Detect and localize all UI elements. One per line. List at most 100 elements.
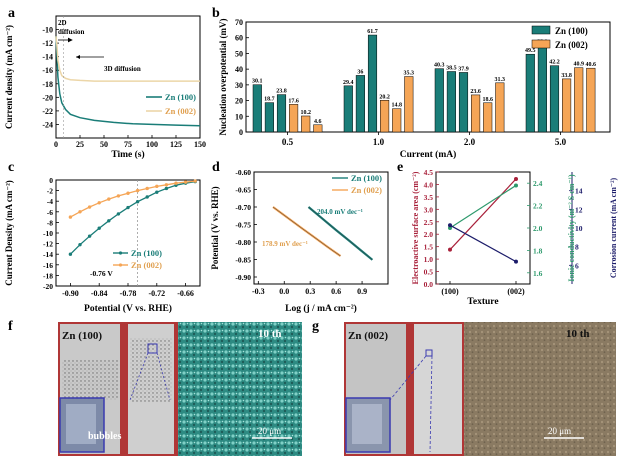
bar-label-b: 20.2 (379, 94, 390, 100)
x-tick-label-e: (002) (507, 287, 525, 296)
legend-swatch-zn002-b (531, 39, 551, 49)
x-tick-label-b: 1.0 (373, 137, 385, 147)
bar-b (289, 104, 299, 133)
data-point-c-zn002 (193, 179, 197, 183)
bar-b (301, 115, 311, 133)
y-tick-label-b: 10 (235, 112, 243, 121)
x-tick-label-c: -0.66 (177, 289, 194, 298)
y-tick-label-b: 20 (235, 97, 243, 106)
y-tick-label-e-right: 6 (575, 261, 579, 270)
x-tick-label-a: 125 (170, 140, 182, 149)
y-axis-label-e-right1: Ionic conductivity (m⁻² S cm⁻¹) (567, 174, 576, 282)
data-point-c-zn002 (164, 183, 169, 187)
bar-b (495, 82, 505, 133)
bar-b (264, 102, 274, 133)
y-tick-label-e-left: 0.0 (424, 280, 434, 289)
data-point-e-2 (448, 223, 452, 228)
legend-label-zn100-b: Zn (100) (555, 26, 588, 36)
y-tick-label-e-right: 10 (575, 224, 583, 233)
y-tick-label-a: -24 (42, 120, 53, 129)
legend-label-zn002-b: Zn (002) (555, 40, 588, 50)
legend-marker-zn002-c (118, 263, 123, 267)
data-point-c-zn100 (97, 226, 101, 230)
tafel-slope-zn100: 204.0 mV dec⁻¹ (317, 208, 363, 216)
data-point-c-zn100 (145, 195, 149, 199)
x-tick-label-b: 0.5 (282, 137, 294, 147)
bar-label-b: 17.6 (288, 98, 299, 104)
bar-label-b: 31.3 (495, 77, 506, 83)
bar-b (313, 124, 323, 133)
y-tick-label-e-right: 2.0 (533, 224, 543, 233)
bar-b (586, 67, 596, 133)
data-point-c-zn100 (107, 219, 111, 223)
bar-label-b: 18.7 (264, 97, 275, 103)
x-axis-label-a: Time (s) (111, 149, 144, 160)
y-axis-label-a: Current density (mA cm⁻²) (4, 25, 14, 129)
data-point-c-zn002 (126, 191, 130, 195)
x-tick-label-a: 50 (100, 140, 108, 149)
zoom-connector-1-g (389, 355, 427, 401)
data-point-c-zn002 (97, 201, 101, 205)
annotation-2d: 2D diffusion (58, 19, 85, 36)
series-lines-a (55, 16, 201, 138)
y-tick-label-c: -2 (47, 187, 53, 196)
x-axis-ticks-b: 0.5 1.0 2.0 5.0 (282, 132, 567, 147)
data-point-c-zn002 (135, 188, 140, 193)
legend-d: Zn (100) Zn (002) (332, 173, 382, 195)
data-point-e-0 (514, 176, 518, 181)
bar-b (434, 68, 444, 133)
y-tick-label-e-left: 2.0 (424, 230, 434, 239)
panel-label-a: a (8, 6, 15, 21)
series-line-e-1 (449, 184, 517, 229)
y-tick-label-c: -18 (43, 271, 53, 280)
x-tick-label-d: -0.3 (252, 287, 265, 296)
y-tick-label-e-right: 1.8 (533, 246, 543, 255)
panel-label-c: c (8, 160, 14, 175)
y-tick-label-d: -0.85 (235, 256, 251, 265)
y-axis-ticks-a: -10 -12 -14 -16 -18 -20 -22 -24 (42, 26, 59, 129)
y-tick-label-e-left: 4.5 (424, 168, 434, 177)
y-tick-label-e-left: 2.5 (424, 218, 434, 227)
bar-label-b: 49.5 (525, 48, 536, 54)
x-axis-label-e: Texture (467, 297, 498, 307)
annotation-c: -0.76 V (90, 269, 113, 278)
series-lines-d (272, 206, 374, 261)
y-tick-label-d: -0.80 (235, 238, 251, 247)
y-tick-label-b: 40 (235, 65, 243, 74)
data-point-c-zn002 (78, 210, 82, 214)
y-tick-label-e-right: 1.6 (533, 269, 543, 278)
y-tick-label-a: -14 (42, 53, 53, 62)
x-tick-label-b: 5.0 (555, 137, 567, 147)
panel-a: a 0 25 50 75 100 125 150 -10 -12 -14 -16 -18 -20 -22… (4, 6, 206, 160)
y-tick-label-b: 60 (235, 34, 243, 43)
x-tick-label-c: -0.78 (120, 289, 137, 298)
scale-label-g: 20 μm (548, 426, 571, 436)
x-tick-label-d: 0.9 (357, 287, 367, 296)
y-tick-label-b: 50 (235, 49, 243, 58)
bar-b (525, 53, 535, 133)
photo-label-f: Zn (100) (62, 330, 102, 342)
cycle-label-f: 10 th (258, 328, 282, 340)
arrow-3d-head (76, 55, 80, 59)
x-axis-ticks-a: 0 25 50 75 100 125 150 (54, 135, 206, 149)
bar-b (404, 76, 414, 133)
bar-b (537, 45, 547, 133)
bar-label-b: 40.3 (434, 63, 445, 69)
y-tick-label-d: -0.70 (235, 203, 251, 212)
y-tick-label-e-right: 2.2 (533, 202, 543, 211)
data-point-e-0 (448, 247, 452, 252)
zoom-box-g (425, 349, 433, 357)
x-axis-ticks-d: -0.3 0.0 0.3 0.6 0.9 (252, 281, 367, 296)
data-point-c-zn100 (116, 212, 121, 216)
x-tick-label-a: 150 (194, 140, 206, 149)
bar-b (574, 67, 584, 133)
y-tick-label-a: -22 (42, 107, 53, 116)
x-axis-ticks-e: (100) (002) (441, 281, 525, 296)
y-tick-label-a: -20 (42, 93, 53, 102)
y-tick-label-d: -0.75 (235, 221, 251, 230)
photo-label-g: Zn (002) (348, 330, 388, 342)
y-tick-label-b: 70 (235, 18, 243, 27)
bar-label-b: 14.8 (391, 103, 402, 109)
series-lines-e (448, 176, 518, 264)
